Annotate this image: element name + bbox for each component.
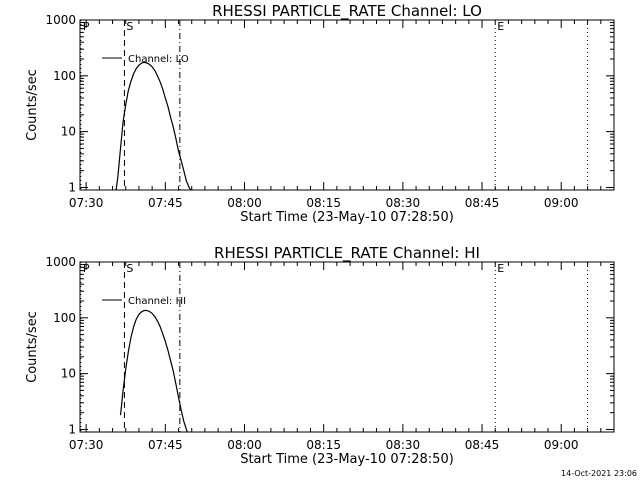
chart-title: RHESSI PARTICLE_RATE Channel: HI <box>214 244 480 263</box>
legend-label: Channel: LO <box>128 54 189 65</box>
event-marker-label: S <box>126 20 133 33</box>
x-tick-label: 07:30 <box>69 196 104 210</box>
plot-frame <box>79 19 615 191</box>
footer-timestamp: 14-Oct-2021 23:06 <box>561 469 637 478</box>
x-tick-label: 07:45 <box>148 438 183 452</box>
x-axis-label: Start Time (23-May-10 07:28:50) <box>240 210 454 225</box>
y-axis-label: Counts/sec <box>25 311 40 383</box>
panel-lo-channel: RHESSI PARTICLE_RATE Channel: LO 07:30 07:… <box>25 2 615 225</box>
y-tick-label: 100 <box>53 311 76 325</box>
x-tick-label: 08:00 <box>227 438 262 452</box>
event-marker-label: E <box>497 262 504 275</box>
legend-label: Channel: HI <box>128 296 186 307</box>
y-tick-label: 100 <box>53 69 76 83</box>
event-marker-label: S <box>126 262 133 275</box>
x-tick-label: 07:45 <box>148 196 183 210</box>
event-marker-label: P <box>83 20 90 33</box>
x-tick-label: 07:30 <box>69 438 104 452</box>
y-tick-label: 10 <box>61 125 76 139</box>
x-tick-label: 09:00 <box>544 196 579 210</box>
y-axis-label: Counts/sec <box>25 69 40 141</box>
event-marker-label: E <box>497 20 504 33</box>
x-tick-label: 09:00 <box>544 438 579 452</box>
x-tick-label: 08:15 <box>306 438 341 452</box>
y-tick-label: 1 <box>68 180 76 194</box>
y-tick-label: 1000 <box>45 13 76 27</box>
x-tick-label: 08:15 <box>306 196 341 210</box>
y-tick-label: 10 <box>61 367 76 381</box>
chart-title: RHESSI PARTICLE_RATE Channel: LO <box>212 2 482 21</box>
series-line <box>115 61 192 191</box>
x-tick-label: 08:30 <box>386 196 421 210</box>
x-axis-label: Start Time (23-May-10 07:28:50) <box>240 452 454 467</box>
y-tick-label: 1000 <box>45 255 76 269</box>
x-tick-label: 08:00 <box>227 196 262 210</box>
x-tick-label: 08:45 <box>465 438 500 452</box>
x-tick-label: 08:45 <box>465 196 500 210</box>
x-tick-label: 08:30 <box>386 438 421 452</box>
series-line <box>119 309 188 433</box>
plot-frame <box>79 261 615 433</box>
event-marker-label: P <box>83 262 90 275</box>
y-tick-label: 1 <box>68 422 76 436</box>
panel-hi-channel: RHESSI PARTICLE_RATE Channel: HI 07:30 07:… <box>25 244 615 467</box>
